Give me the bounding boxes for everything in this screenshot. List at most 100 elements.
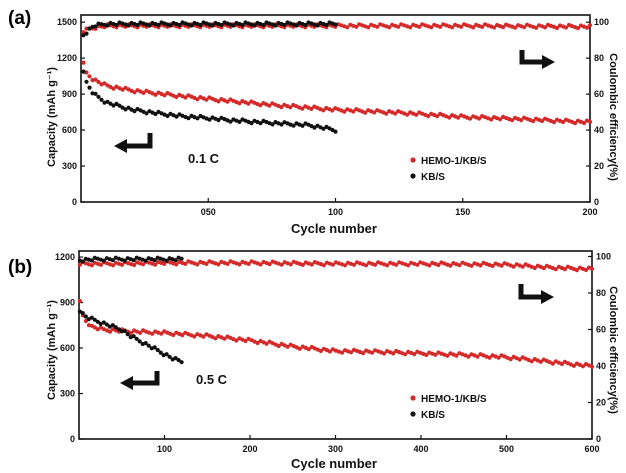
data-point: [429, 25, 434, 30]
data-point: [168, 23, 173, 28]
data-point: [385, 263, 390, 268]
data-point: [80, 259, 85, 264]
data-point: [279, 262, 284, 267]
data-point: [126, 105, 131, 110]
data-point: [98, 262, 103, 267]
data-point: [294, 23, 299, 28]
panel-a-left-arrow-icon: [126, 133, 153, 149]
panel-b-x-tick-label: 200: [242, 444, 257, 454]
data-point: [84, 31, 89, 36]
data-point: [105, 99, 110, 104]
data-point: [288, 105, 293, 110]
data-point: [195, 116, 200, 121]
panel-a-legend-hemo: HEMO-1/KB/S: [421, 156, 487, 167]
data-point: [519, 118, 524, 123]
data-point: [77, 262, 82, 267]
data-point: [366, 25, 371, 30]
data-point: [92, 317, 97, 322]
data-point: [129, 330, 134, 335]
data-point: [110, 263, 116, 268]
data-point: [572, 121, 578, 126]
data-point: [563, 25, 569, 30]
data-point: [321, 126, 326, 131]
panel-b-x-tick-label: 300: [328, 444, 343, 454]
data-point: [424, 352, 429, 358]
data-point: [363, 110, 368, 115]
data-point: [225, 99, 230, 104]
panel-b-x-tick-label: 400: [413, 444, 428, 454]
data-point: [589, 266, 595, 271]
data-point: [508, 357, 513, 362]
data-point: [372, 110, 377, 115]
data-point: [273, 23, 278, 28]
data-point: [584, 25, 590, 30]
panel-b-y-tick-label: 0: [70, 434, 75, 444]
data-point: [496, 355, 501, 360]
data-point: [141, 262, 146, 267]
data-point: [192, 334, 197, 339]
data-point: [107, 329, 113, 334]
data-point: [309, 106, 314, 111]
data-point: [132, 262, 137, 268]
data-point: [501, 25, 506, 30]
data-point: [132, 90, 137, 95]
data-point: [559, 361, 565, 367]
data-point: [459, 24, 464, 29]
data-point: [581, 120, 587, 126]
data-point: [408, 25, 413, 30]
panel-b-axes: 100 200 300 400 500 6000300600900120002040608…: [55, 250, 611, 454]
data-point: [77, 298, 82, 304]
data-point: [96, 94, 101, 99]
data-point: [159, 331, 164, 336]
data-point: [183, 261, 188, 266]
data-point: [210, 23, 215, 28]
data-point: [255, 340, 260, 346]
data-point: [95, 319, 100, 324]
data-point: [315, 23, 320, 28]
data-point: [186, 116, 191, 121]
data-point: [396, 24, 401, 29]
data-point: [122, 258, 127, 263]
data-point: [93, 24, 98, 29]
data-point: [450, 25, 455, 30]
panel-b-y2-tick-label: 80: [596, 288, 606, 298]
panel-a-y-tick-label: 300: [62, 161, 77, 171]
data-point: [258, 121, 263, 126]
data-point: [354, 24, 359, 29]
data-point: [499, 263, 504, 268]
data-point: [540, 118, 545, 124]
data-point: [207, 117, 212, 122]
panel-a-left-arrowhead-icon: [114, 139, 127, 153]
panel-a: (a) 050 100 150 200030060090012001500020406…: [8, 8, 619, 236]
data-point: [198, 22, 203, 28]
panel-a-x-tick-label: 050: [201, 207, 216, 217]
data-point: [560, 119, 566, 125]
panel-b-x-tick-label: 600: [584, 444, 599, 454]
panel-a-y2-tick-label: 0: [594, 197, 599, 207]
data-point: [126, 23, 131, 28]
panel-a-right-arrowhead-icon: [542, 55, 555, 69]
data-point: [110, 323, 115, 328]
panel-b-y-tick-label: 300: [60, 389, 75, 399]
data-point: [587, 23, 593, 28]
data-point: [382, 351, 387, 356]
data-point: [249, 121, 254, 126]
data-point: [300, 262, 305, 267]
data-point: [225, 261, 230, 266]
data-point: [237, 119, 242, 124]
data-point: [393, 111, 398, 116]
data-point: [306, 347, 311, 352]
data-point: [509, 118, 515, 123]
data-point: [282, 22, 287, 28]
panel-a-y2-tick-label: 40: [594, 125, 604, 135]
data-point: [321, 108, 326, 113]
data-point: [81, 69, 86, 74]
data-point: [216, 262, 221, 267]
data-point: [267, 262, 272, 267]
data-point: [373, 262, 378, 267]
data-point: [562, 267, 568, 272]
data-point: [297, 346, 302, 351]
data-point: [246, 101, 251, 106]
data-point: [105, 23, 110, 28]
data-point: [147, 23, 152, 28]
